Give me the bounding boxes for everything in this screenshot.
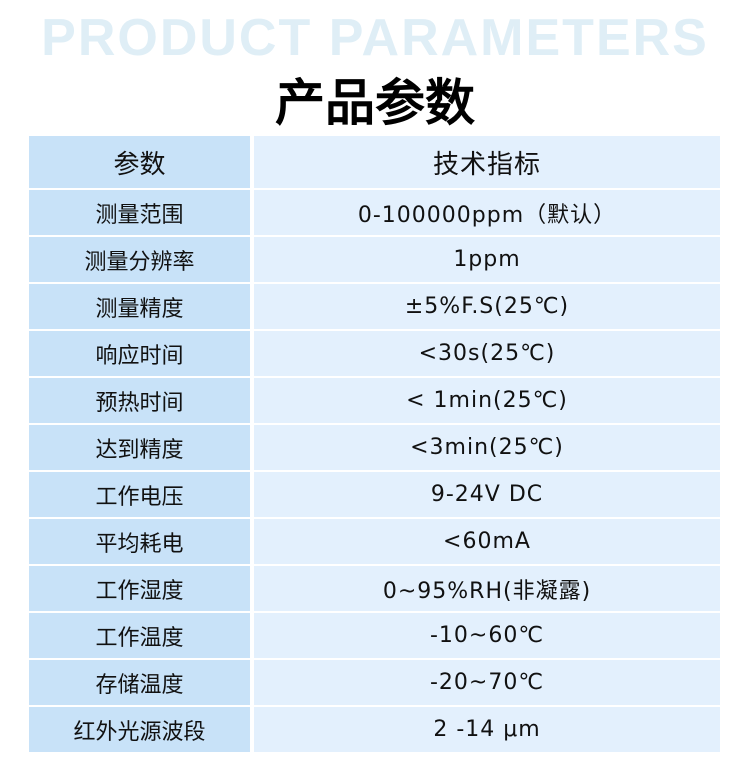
page-title: 产品参数 [275,74,475,132]
parameter-value: <60mA [254,519,720,566]
parameter-value: ±5%F.S(25℃) [254,284,720,331]
table-row: 工作电压 9-24V DC [29,472,720,519]
parameter-value: 2 -14 μm [254,707,720,754]
parameter-value: 0~95%RH(非凝露) [254,566,720,613]
table-row: 测量范围 0-100000ppm（默认） [29,190,720,237]
header-parameter: 参数 [29,136,254,190]
parameter-value: < 1min(25℃) [254,378,720,425]
table-row: 响应时间 <30s(25℃) [29,331,720,378]
parameter-value: 1ppm [254,237,720,284]
header-spec: 技术指标 [254,136,720,190]
table-row: 达到精度 <3min(25℃) [29,425,720,472]
table-row: 预热时间 < 1min(25℃) [29,378,720,425]
parameter-name: 工作电压 [29,472,254,519]
table-row: 测量精度 ±5%F.S(25℃) [29,284,720,331]
parameter-name: 测量精度 [29,284,254,331]
parameter-value: <3min(25℃) [254,425,720,472]
parameter-name: 响应时间 [29,331,254,378]
table-row: 红外光源波段 2 -14 μm [29,707,720,754]
parameter-name: 工作温度 [29,613,254,660]
watermark-text: PRODUCT PARAMETERS [41,9,709,67]
parameter-value: 9-24V DC [254,472,720,519]
table-row: 工作温度 -10~60℃ [29,613,720,660]
table-header-row: 参数 技术指标 [29,136,720,190]
parameter-value: -20~70℃ [254,660,720,707]
parameter-name: 工作湿度 [29,566,254,613]
parameter-value: 0-100000ppm（默认） [254,190,720,237]
parameter-name: 红外光源波段 [29,707,254,754]
parameter-name: 存储温度 [29,660,254,707]
parameter-name: 平均耗电 [29,519,254,566]
parameter-name: 测量分辨率 [29,237,254,284]
parameter-value: -10~60℃ [254,613,720,660]
table-row: 测量分辨率 1ppm [29,237,720,284]
parameter-value: <30s(25℃) [254,331,720,378]
table-row: 存储温度 -20~70℃ [29,660,720,707]
table-row: 工作湿度 0~95%RH(非凝露) [29,566,720,613]
parameter-name: 预热时间 [29,378,254,425]
parameter-name: 测量范围 [29,190,254,237]
parameter-name: 达到精度 [29,425,254,472]
parameters-table: 参数 技术指标 测量范围 0-100000ppm（默认） 测量分辨率 1ppm 测量精度… [29,136,720,754]
table-row: 平均耗电 <60mA [29,519,720,566]
